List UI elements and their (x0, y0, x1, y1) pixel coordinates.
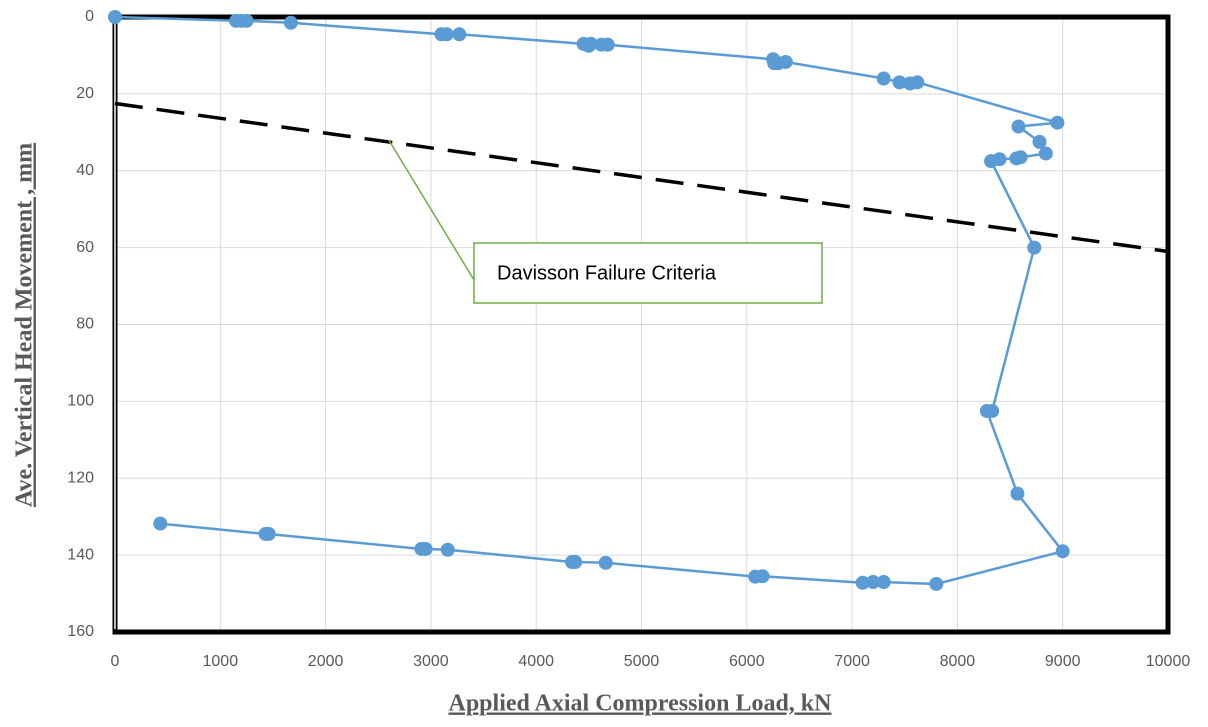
data-point (1027, 240, 1042, 255)
data-point (1055, 544, 1070, 559)
data-point (414, 541, 429, 556)
data-point (1009, 151, 1024, 166)
data-point (866, 575, 881, 590)
data-point (258, 526, 273, 541)
data-point (440, 542, 455, 557)
data-point (1050, 115, 1065, 130)
data-point (1032, 134, 1047, 149)
x-tick-label: 6000 (729, 653, 765, 670)
x-tick-label: 1000 (203, 653, 239, 670)
x-tick-label: 2000 (308, 653, 344, 670)
annotation-leader (388, 139, 475, 281)
data-point (583, 36, 598, 51)
data-point (984, 154, 999, 169)
data-point (1010, 486, 1025, 501)
data-point (598, 555, 613, 570)
data-point (876, 575, 891, 590)
davisson-line (114, 101, 1169, 254)
data-point (892, 75, 907, 90)
y-tick-label: 0 (85, 8, 94, 25)
y-tick-label: 140 (67, 546, 94, 563)
y-tick-label: 100 (67, 393, 94, 410)
x-axis-title: Applied Axial Compression Load, kN (449, 691, 833, 717)
data-point (600, 37, 615, 52)
data-point (1038, 146, 1053, 161)
y-tick-label: 40 (76, 162, 94, 179)
data-point (929, 576, 944, 591)
x-tick-label: 0 (111, 653, 120, 670)
x-tick-label: 8000 (940, 653, 976, 670)
data-point (565, 555, 580, 570)
data-point (855, 575, 870, 590)
data-point (108, 10, 122, 24)
data-point (452, 27, 467, 42)
data-point (439, 27, 454, 42)
data-point (778, 54, 793, 69)
annotation-text: Davisson Failure Criteria (497, 262, 717, 284)
y-tick-label: 160 (67, 623, 94, 640)
data-point (153, 516, 168, 531)
x-tick-label: 5000 (624, 653, 660, 670)
data-point (283, 15, 298, 30)
data-point (1011, 119, 1026, 134)
x-tick-label: 7000 (834, 653, 870, 670)
x-tick-label: 3000 (413, 653, 449, 670)
data-point (979, 403, 994, 418)
y-tick-label: 80 (76, 316, 94, 333)
data-point (239, 13, 254, 28)
data-point (748, 569, 763, 584)
x-tick-label: 4000 (518, 653, 554, 670)
data-point (910, 75, 925, 90)
y-axis-title: Ave. Vertical Head Movement , mm (12, 143, 38, 507)
x-tick-label: 10000 (1146, 653, 1191, 670)
data-point (876, 71, 891, 86)
y-tick-label: 120 (67, 469, 94, 486)
annotation-box (473, 242, 823, 304)
x-tick-label: 9000 (1045, 653, 1081, 670)
y-tick-label: 60 (76, 239, 94, 256)
y-tick-label: 20 (76, 85, 94, 102)
